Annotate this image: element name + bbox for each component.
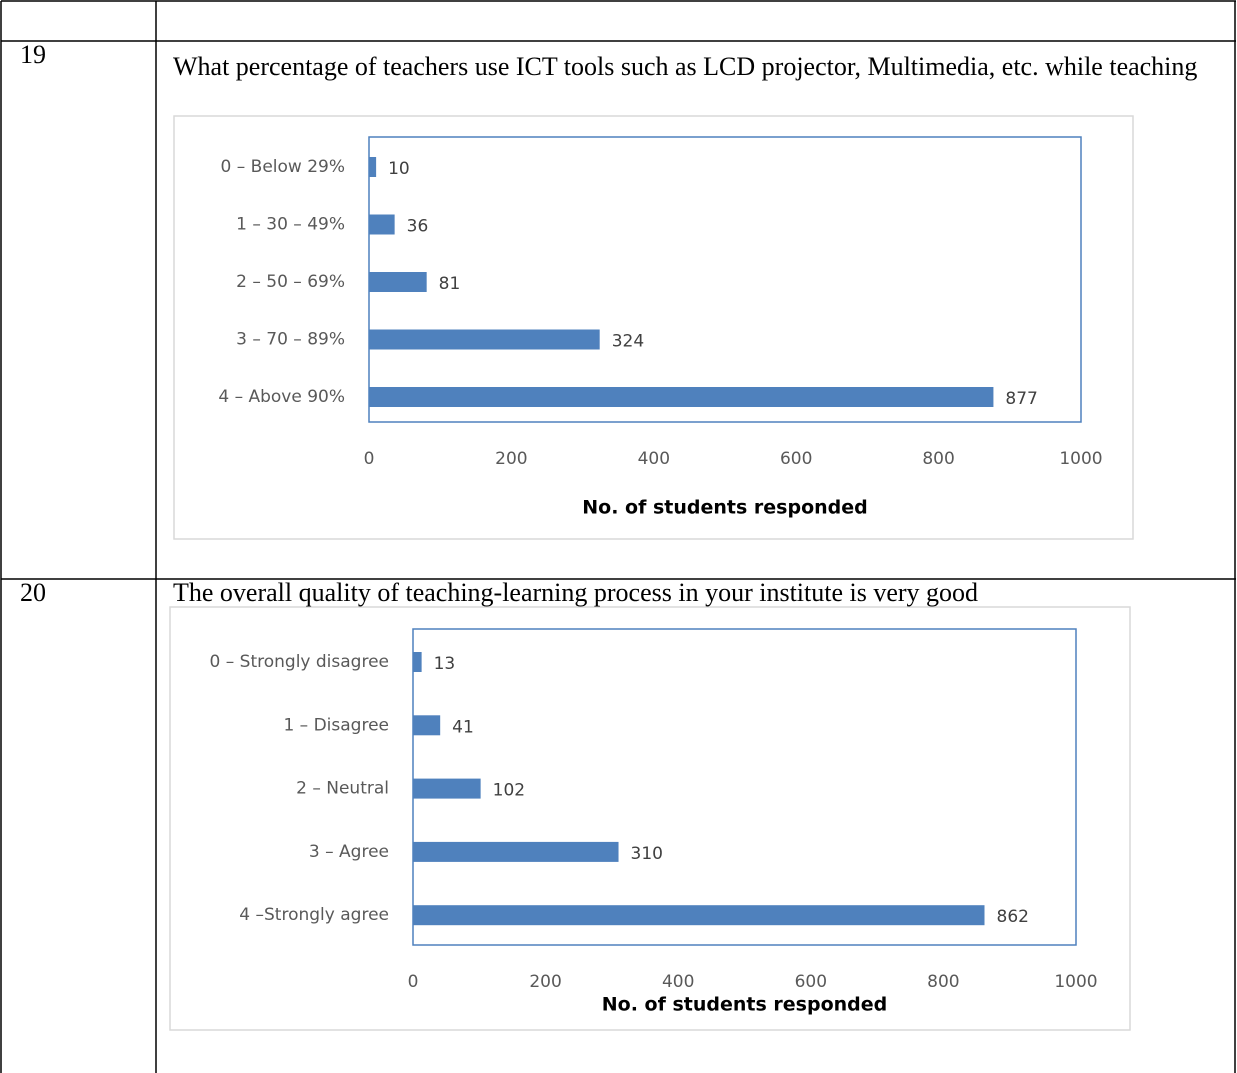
chart-frame <box>173 115 1134 540</box>
x-tick-label: 0 <box>364 449 375 469</box>
x-tick-label: 600 <box>795 972 827 992</box>
bar <box>413 778 481 799</box>
x-tick-label: 600 <box>780 449 812 469</box>
x-tick-label: 800 <box>927 972 959 992</box>
category-label: 4 –Strongly agree <box>239 905 389 925</box>
x-tick-label: 200 <box>495 449 527 469</box>
value-label: 102 <box>493 781 525 801</box>
x-tick-label: 1000 <box>1059 449 1102 469</box>
category-label: 3 – 70 – 89% <box>236 330 345 350</box>
x-tick-label: 400 <box>662 972 694 992</box>
bar <box>413 715 441 736</box>
x-axis-label: No. of students responded <box>602 994 888 1016</box>
value-label: 862 <box>997 907 1029 927</box>
value-label: 310 <box>631 844 663 864</box>
bar <box>369 214 395 235</box>
row-number: 19 <box>20 40 46 69</box>
category-label: 1 – 30 – 49% <box>236 215 345 235</box>
value-label: 877 <box>1005 389 1037 409</box>
x-tick-label: 400 <box>638 449 670 469</box>
category-label: 2 – Neutral <box>296 779 389 799</box>
value-label: 10 <box>388 159 410 179</box>
category-label: 2 – 50 – 69% <box>236 272 345 292</box>
category-label: 4 – Above 90% <box>218 387 345 407</box>
bar <box>369 157 377 177</box>
value-label: 81 <box>439 274 461 294</box>
value-label: 41 <box>452 717 474 737</box>
bar <box>413 652 422 672</box>
category-label: 0 – Strongly disagree <box>210 652 389 672</box>
x-tick-label: 200 <box>529 972 561 992</box>
bar <box>369 329 600 350</box>
bar <box>369 387 994 407</box>
x-tick-label: 800 <box>922 449 954 469</box>
question: The overall quality of teaching-learning… <box>173 578 979 607</box>
x-tick-label: 1000 <box>1054 972 1097 992</box>
row-number: 20 <box>20 578 46 607</box>
x-tick-label: 0 <box>408 972 419 992</box>
category-label: 3 – Agree <box>309 842 389 862</box>
value-label: 324 <box>612 332 644 352</box>
bar <box>369 272 427 292</box>
value-label: 13 <box>434 654 456 674</box>
chart-frame <box>169 606 1131 1031</box>
bar <box>413 905 985 926</box>
category-label: 1 – Disagree <box>283 715 389 735</box>
category-label: 0 – Below 29% <box>221 157 345 177</box>
value-label: 36 <box>407 217 429 237</box>
x-axis-label: No. of students responded <box>582 497 868 519</box>
question: What percentage of teachers use ICT tool… <box>173 52 1198 81</box>
bar <box>413 841 619 862</box>
